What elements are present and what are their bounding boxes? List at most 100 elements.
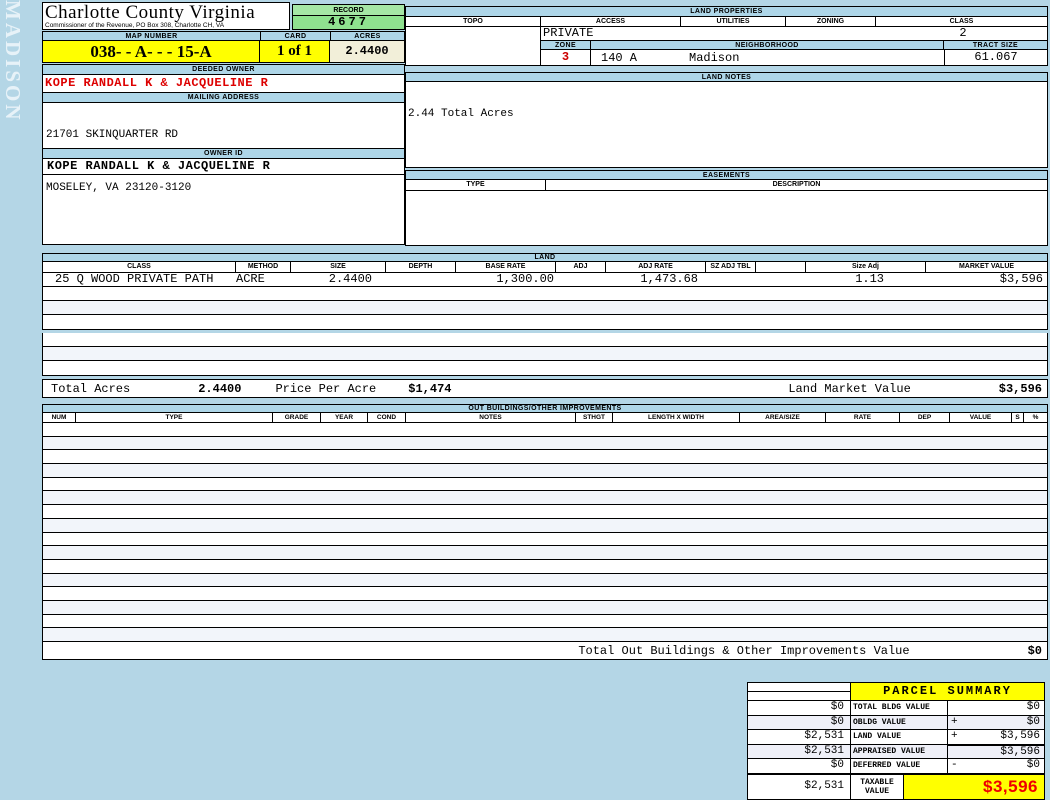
topo-header: TOPO xyxy=(406,17,541,27)
empty-row xyxy=(43,436,1047,451)
empty-row xyxy=(43,628,1047,641)
record-value: 4677 xyxy=(292,16,405,30)
empty-row xyxy=(43,587,1047,601)
land-title: LAND xyxy=(42,253,1048,262)
easement-description-header: DESCRIPTION xyxy=(546,180,1047,190)
card-value: 1 of 1 xyxy=(260,41,330,63)
row-value: $0 xyxy=(1026,759,1040,772)
mailing-address-label: MAILING ADDRESS xyxy=(43,92,404,103)
empty-row xyxy=(43,533,1047,547)
price-per-acre-value: $1,474 xyxy=(408,381,452,396)
row-label: OBLDG VALUE xyxy=(851,715,948,730)
row-label: APPRAISED VALUE xyxy=(851,744,948,759)
empty-row xyxy=(43,361,1047,375)
easements-title: EASEMENTS xyxy=(405,170,1048,180)
land-depth-header: DEPTH xyxy=(386,262,456,273)
empty-row xyxy=(43,301,1047,315)
county-header: Charlotte County Virginia Commissioner o… xyxy=(42,2,290,30)
easements-empty-area xyxy=(405,191,1048,246)
ob-year-header: YEAR xyxy=(321,413,368,423)
empty-row xyxy=(43,560,1047,574)
land-notes-title: LAND NOTES xyxy=(405,72,1048,82)
land-base-rate-cell: 1,300.00 xyxy=(496,272,554,286)
ob-cond-header: COND xyxy=(368,413,406,423)
neighborhood-name: Madison xyxy=(689,50,740,65)
county-subtitle: Commissioner of the Revenue, PO Box 308,… xyxy=(45,22,225,29)
empty-row xyxy=(43,347,1047,361)
ob-s-header: S xyxy=(1012,413,1024,423)
row-label: TOTAL BLDG VALUE xyxy=(851,701,948,715)
land-sz-adj-tbl-header: SZ ADJ TBL xyxy=(706,262,756,273)
land-blank-header xyxy=(756,262,806,273)
taxable-prior-value: $2,531 xyxy=(748,774,851,799)
empty-row xyxy=(43,333,1047,347)
zoning-header: ZONING xyxy=(786,17,876,27)
access-value: PRIVATE xyxy=(543,26,594,40)
ob-sthgt-header: STHGT xyxy=(576,413,613,423)
mailing-address: 21701 SKINQUARTER RD MOSELEY, VA 23120-3… xyxy=(43,103,404,194)
district-tab-madison: MADISON xyxy=(1,0,25,123)
land-size-header: SIZE xyxy=(291,262,386,273)
parcel-summary-row-deferred: $0 DEFERRED VALUE - $0 xyxy=(748,759,1044,774)
land-class-header: CLASS xyxy=(43,262,236,273)
easements-panel: EASEMENTS TYPE DESCRIPTION xyxy=(405,170,1048,246)
row-value: $0 xyxy=(1026,701,1040,713)
owner-id-label: OWNER ID xyxy=(43,148,404,159)
ob-area-size-header: AREA/SIZE xyxy=(740,413,826,423)
map-number-value: 038- - A- - - 15-A xyxy=(42,41,260,63)
land-notes-text: 2.44 Total Acres xyxy=(405,82,1048,168)
parcel-summary-row-appraised: $2,531 APPRAISED VALUE $3,596 xyxy=(748,743,1044,760)
ob-grade-header: GRADE xyxy=(273,413,321,423)
ob-length-width-header: LENGTH X WIDTH xyxy=(613,413,740,423)
parcel-summary-row-land: $2,531 LAND VALUE + $3,596 xyxy=(748,730,1044,745)
out-buildings-title: OUT BUILDINGS/OTHER IMPROVEMENTS xyxy=(42,404,1048,413)
land-data-row: 25 Q WOOD PRIVATE PATH ACRE 2.4400 1,300… xyxy=(43,273,1047,287)
easement-type-header: TYPE xyxy=(406,180,546,190)
land-adj-cell xyxy=(556,273,606,286)
empty-row xyxy=(43,450,1047,465)
land-size-adj-cell: 1.13 xyxy=(855,272,884,286)
empty-row xyxy=(43,478,1047,492)
ob-pct-comp-header: % COMP xyxy=(1024,413,1047,423)
out-buildings-table: NUM TYPE GRADE YEAR COND NOTES STHGT LEN… xyxy=(42,413,1048,642)
land-notes-panel: LAND NOTES 2.44 Total Acres xyxy=(405,72,1048,168)
empty-row xyxy=(43,464,1047,478)
owner-panel: DEEDED OWNER KOPE RANDALL K & JACQUELINE… xyxy=(42,64,405,245)
total-acres-label: Total Acres xyxy=(51,381,131,396)
deeded-owner-label: DEEDED OWNER xyxy=(43,64,404,75)
empty-row xyxy=(43,518,1047,533)
out-buildings-header-row: NUM TYPE GRADE YEAR COND NOTES STHGT LEN… xyxy=(43,413,1047,423)
empty-row xyxy=(43,423,1047,437)
land-blank-cell xyxy=(756,273,806,286)
record-box: RECORD 4677 xyxy=(292,4,405,30)
neighborhood-code: 140 A xyxy=(601,50,638,65)
topo-value xyxy=(406,27,541,65)
empty-row xyxy=(43,546,1047,560)
row-operator: - xyxy=(951,759,958,772)
taxable-label: TAXABLE VALUE xyxy=(851,774,904,799)
class-header: CLASS xyxy=(876,17,1047,27)
land-sz-adj-tbl-cell xyxy=(706,273,756,286)
ob-rate-header: RATE xyxy=(826,413,900,423)
map-card-acres: MAP NUMBER CARD ACRES 038- - A- - - 15-A… xyxy=(42,31,405,64)
out-buildings-total-row: Total Out Buildings & Other Improvements… xyxy=(42,642,1048,660)
tract-size-label: TRACT SIZE xyxy=(944,40,1047,50)
card-label: CARD xyxy=(260,31,330,41)
out-buildings-empty-rows xyxy=(43,423,1047,641)
empty-row xyxy=(43,287,1047,301)
empty-row xyxy=(43,615,1047,629)
empty-row xyxy=(43,315,1047,329)
parcel-summary-row-total-bldg: $0 TOTAL BLDG VALUE $0 xyxy=(748,701,1044,716)
prior-value: $2,531 xyxy=(748,730,851,744)
total-acres-value: 2.4400 xyxy=(198,381,242,396)
land-table-empty-rows xyxy=(42,333,1048,376)
land-size-adj-header: Size Adj xyxy=(806,262,926,273)
ob-num-header: NUM xyxy=(43,413,76,423)
ob-notes-header: NOTES xyxy=(406,413,576,423)
ob-type-header: TYPE xyxy=(76,413,273,423)
land-adj-header: ADJ xyxy=(556,262,606,273)
parcel-summary-panel: PARCEL SUMMARY $0 TOTAL BLDG VALUE $0 $0… xyxy=(747,682,1045,800)
acres-label: ACRES xyxy=(330,31,405,41)
parcel-summary-taxable-row: $2,531 TAXABLE VALUE $3,596 xyxy=(748,773,1044,799)
deeded-owner-value: KOPE RANDALL K & JACQUELINE R xyxy=(45,76,269,90)
